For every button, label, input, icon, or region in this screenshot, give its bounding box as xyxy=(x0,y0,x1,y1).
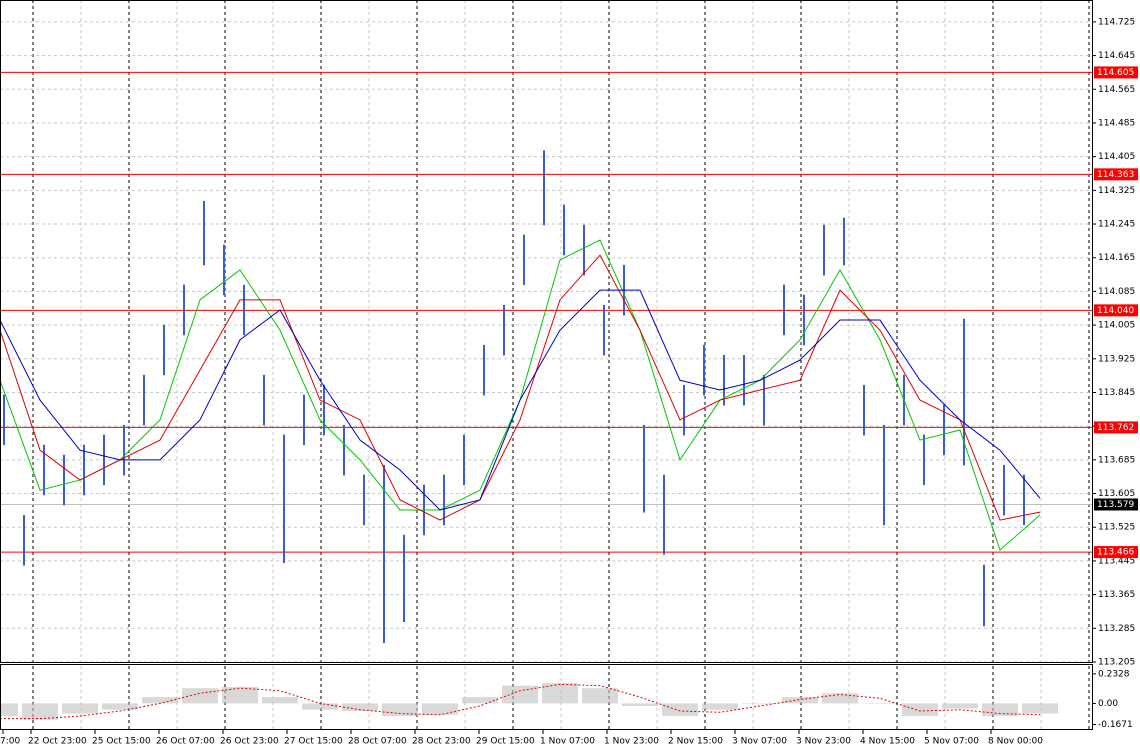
histogram-bar xyxy=(182,688,218,704)
x-tick-label: 29 Oct 15:00 xyxy=(476,737,535,747)
y-tick-label: 113.925 xyxy=(1098,354,1135,364)
y-tick-label: 114.005 xyxy=(1098,321,1135,331)
y-tick-label: 114.405 xyxy=(1098,152,1135,162)
y-tick-label: 114.325 xyxy=(1098,186,1135,196)
level-label-box xyxy=(1094,421,1138,434)
histogram-bar xyxy=(422,703,458,715)
x-tick-label: 26 Oct 07:00 xyxy=(156,737,215,747)
level-label: 113.762 xyxy=(1097,423,1134,433)
histogram-bar xyxy=(902,703,938,717)
x-tick-label: 28 Oct 23:00 xyxy=(412,737,471,747)
x-tick-label: 3 Nov 23:00 xyxy=(796,737,851,747)
y-tick-label: 113.285 xyxy=(1098,624,1135,634)
x-tick-label: 26 Oct 23:00 xyxy=(220,737,279,747)
y-tick-label: 114.725 xyxy=(1098,17,1135,27)
x-tick-label: 4 Nov 15:00 xyxy=(860,737,915,747)
histogram-bar xyxy=(342,703,378,711)
x-tick-label: 8 Nov 00:00 xyxy=(988,737,1043,747)
x-tick-label: 28 Oct 07:00 xyxy=(348,737,407,747)
y-tick-label: 113.205 xyxy=(1098,658,1135,668)
y-tick-label: 114.245 xyxy=(1098,220,1135,230)
histogram-bar xyxy=(702,703,738,710)
current-price-box xyxy=(1094,498,1138,511)
histogram-bar xyxy=(622,703,658,706)
histogram-bar xyxy=(462,697,498,704)
y-tick-label: 114.645 xyxy=(1098,51,1135,61)
x-tick-label: 27 Oct 15:00 xyxy=(284,737,343,747)
current-price-label: 113.579 xyxy=(1097,500,1134,510)
y-tick-label: 113.445 xyxy=(1098,556,1135,566)
indicator-tick-label: 0.00 xyxy=(1098,699,1118,709)
histogram-bar xyxy=(742,703,778,704)
histogram-bar xyxy=(822,693,858,704)
x-tick-label: 1 Nov 23:00 xyxy=(604,737,659,747)
histogram-bar xyxy=(502,685,538,704)
histogram-bar xyxy=(1022,703,1058,714)
level-label-box xyxy=(1094,546,1138,559)
histogram-bar xyxy=(222,686,258,704)
indicator-tick-label: 0.2328 xyxy=(1098,669,1130,679)
histogram-bar xyxy=(142,697,178,704)
histogram-bar xyxy=(582,688,618,704)
main-pane-frame xyxy=(0,0,1093,663)
x-tick-label: 7:00 xyxy=(0,737,20,747)
y-tick-label: 113.685 xyxy=(1098,455,1135,465)
y-tick-label: 113.605 xyxy=(1098,489,1135,499)
signal-line xyxy=(0,683,1041,720)
histogram-bar xyxy=(22,703,58,720)
histogram-bar xyxy=(62,703,98,714)
histogram-bar xyxy=(862,703,898,704)
histogram-bar xyxy=(542,683,578,704)
level-label-box xyxy=(1094,304,1138,317)
histogram-bar xyxy=(262,697,298,704)
x-tick-label: 5 Nov 07:00 xyxy=(924,737,979,747)
histogram-bar xyxy=(302,703,338,710)
x-tick-label: 1 Nov 07:00 xyxy=(540,737,595,747)
moving-average xyxy=(0,254,1041,521)
y-tick-label: 114.085 xyxy=(1098,287,1135,297)
histogram-bar xyxy=(782,697,818,704)
y-tick-label: 114.485 xyxy=(1098,118,1135,128)
level-label: 114.605 xyxy=(1097,68,1134,78)
level-label-box xyxy=(1094,168,1138,181)
y-tick-label: 113.845 xyxy=(1098,388,1135,398)
histogram-bar xyxy=(942,703,978,709)
level-label-box xyxy=(1094,66,1138,79)
moving-average xyxy=(0,289,1041,511)
histogram-bar xyxy=(382,703,418,717)
histogram-bar xyxy=(662,703,698,717)
histogram-bar xyxy=(102,703,138,710)
y-tick-label: 114.565 xyxy=(1098,85,1135,95)
y-tick-label: 114.165 xyxy=(1098,253,1135,263)
level-label: 113.466 xyxy=(1097,548,1134,558)
x-tick-label: 22 Oct 23:00 xyxy=(28,737,87,747)
y-tick-label: 113.525 xyxy=(1098,523,1135,533)
x-tick-label: 25 Oct 15:00 xyxy=(92,737,151,747)
x-tick-label: 2 Nov 15:00 xyxy=(668,737,723,747)
x-tick-label: 3 Nov 07:00 xyxy=(732,737,787,747)
level-label: 114.040 xyxy=(1097,306,1134,316)
indicator-pane-frame xyxy=(0,664,1093,730)
level-label: 114.363 xyxy=(1097,170,1134,180)
y-tick-label: 113.365 xyxy=(1098,590,1135,600)
histogram-bar xyxy=(0,703,18,717)
indicator-tick-label: -0.1671 xyxy=(1098,720,1133,730)
